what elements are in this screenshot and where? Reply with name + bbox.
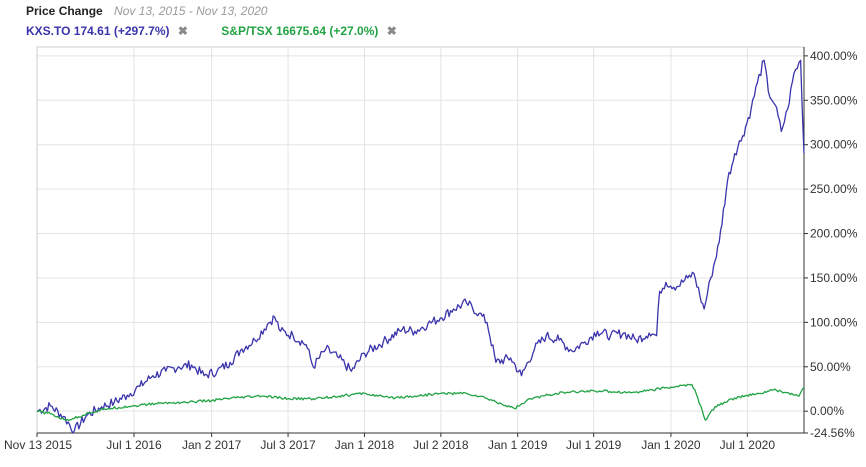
y-tick-label: -24.56% <box>810 426 855 440</box>
remove-tsx-icon[interactable]: ✖ <box>386 24 397 38</box>
y-tick-label: 400.00% <box>810 49 858 63</box>
plot-border <box>36 46 805 434</box>
y-tick-label: 0.00% <box>810 404 844 418</box>
x-axis-ticks: Nov 13 2015 Jul 1 2016 Jan 2 2017 Jul 3 201… <box>4 433 775 452</box>
y-axis-ticks: 400.00% 350.00% 300.00% 250.00% 200.00% 150.0… <box>804 49 858 440</box>
series-line-kxs <box>36 59 805 434</box>
x-tick-label: Jan 1 2018 <box>335 438 395 452</box>
legend-item-kxs: KXS.TO 174.61 (+297.7%) ✖ <box>26 24 188 38</box>
x-tick-label: Jan 1 2019 <box>488 438 548 452</box>
legend-item-tsx: S&P/TSX 16675.64 (+27.0%) ✖ <box>221 24 397 38</box>
remove-kxs-icon[interactable]: ✖ <box>177 24 188 38</box>
y-tick-label: 250.00% <box>810 182 858 196</box>
chart-title: Price Change <box>26 4 103 18</box>
x-tick-label: Jul 1 2016 <box>106 438 162 452</box>
series-line-tsx <box>36 383 805 422</box>
x-tick-label: Jul 2 2018 <box>413 438 469 452</box>
chart-header: Price Change Nov 13, 2015 - Nov 13, 2020 <box>26 4 267 18</box>
y-tick-label: 350.00% <box>810 93 858 107</box>
y-tick-label: 150.00% <box>810 271 858 285</box>
legend-label-kxs: KXS.TO 174.61 (+297.7%) <box>26 24 170 38</box>
x-tick-label: Jul 1 2020 <box>720 438 776 452</box>
x-tick-label: Jul 1 2019 <box>566 438 622 452</box>
legend: KXS.TO 174.61 (+297.7%) ✖ S&P/TSX 16675.… <box>26 24 427 38</box>
legend-label-tsx: S&P/TSX 16675.64 (+27.0%) <box>221 24 379 38</box>
y-tick-label: 300.00% <box>810 138 858 152</box>
series-layer <box>36 59 805 434</box>
y-tick-label: 50.00% <box>810 360 851 374</box>
x-tick-label: Jan 1 2020 <box>641 438 701 452</box>
chart-grid <box>36 47 804 433</box>
x-tick-label: Jul 3 2017 <box>260 438 316 452</box>
y-tick-label: 100.00% <box>810 315 858 329</box>
y-tick-label: 200.00% <box>810 227 858 241</box>
x-tick-label: Nov 13 2015 <box>4 438 72 452</box>
date-range: Nov 13, 2015 - Nov 13, 2020 <box>114 4 268 18</box>
x-tick-label: Jan 2 2017 <box>182 438 242 452</box>
